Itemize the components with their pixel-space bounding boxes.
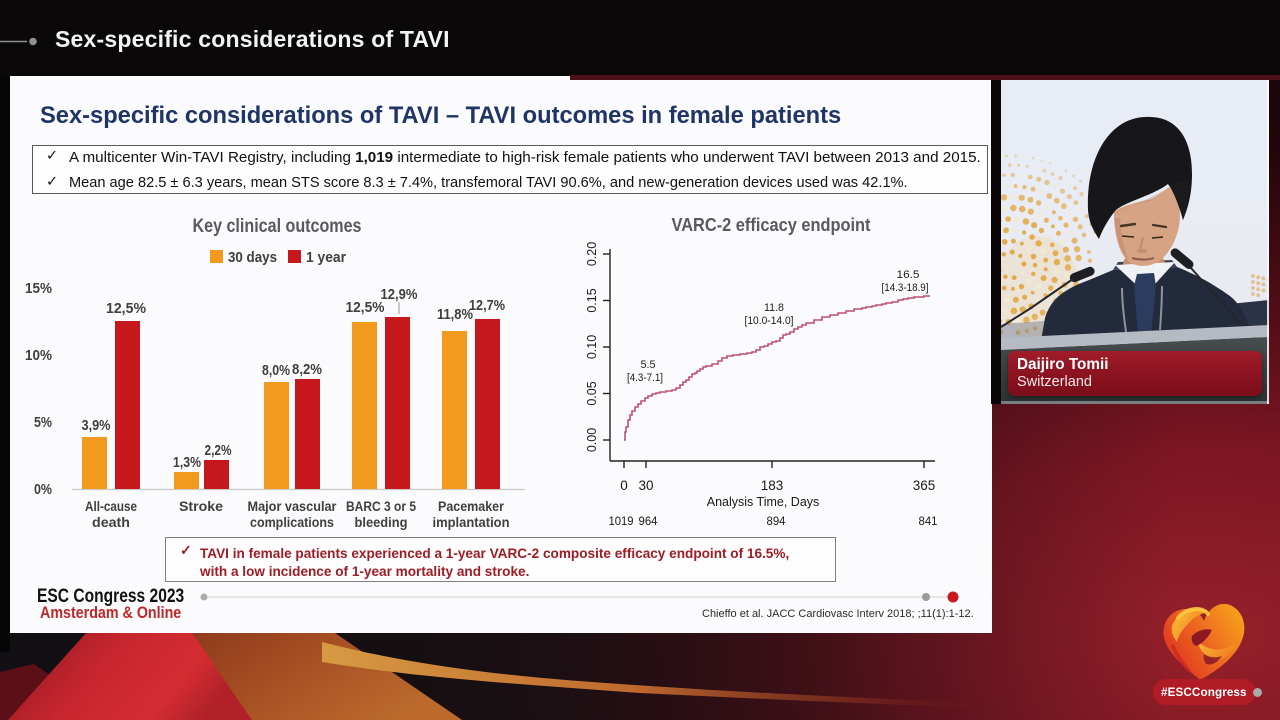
svg-text:841: 841: [919, 514, 938, 528]
svg-text:1019: 1019: [609, 514, 634, 528]
svg-text:[14.3-18.9]: [14.3-18.9]: [882, 282, 929, 294]
svg-text:5.5: 5.5: [641, 359, 656, 371]
svg-text:12,5%: 12,5%: [106, 300, 146, 317]
svg-text:3,9%: 3,9%: [82, 417, 111, 434]
svg-text:BARC 3 or 5: BARC 3 or 5: [346, 499, 416, 514]
svg-text:15%: 15%: [25, 280, 52, 297]
svg-text:2,2%: 2,2%: [205, 442, 232, 459]
svg-text:30 days: 30 days: [228, 250, 277, 266]
svg-text:964: 964: [639, 514, 658, 528]
svg-text:8,2%: 8,2%: [292, 361, 322, 378]
svg-text:VARC-2 efficacy endpoint: VARC-2 efficacy endpoint: [672, 214, 871, 235]
svg-text:1,3%: 1,3%: [173, 454, 201, 471]
svg-text:5%: 5%: [34, 414, 52, 431]
svg-text:183: 183: [761, 478, 784, 493]
svg-text:365: 365: [913, 478, 936, 493]
svg-text:11,8%: 11,8%: [437, 306, 473, 323]
svg-text:30: 30: [638, 478, 653, 493]
svg-text:1 year: 1 year: [306, 250, 346, 266]
svg-text:death: death: [92, 515, 130, 530]
svg-text:0.05: 0.05: [585, 381, 599, 405]
svg-text:[10.0-14.0]: [10.0-14.0]: [745, 315, 794, 327]
svg-text:complications: complications: [250, 515, 334, 530]
svg-text:implantation: implantation: [433, 515, 510, 530]
svg-text:Key clinical outcomes: Key clinical outcomes: [193, 216, 362, 237]
svg-text:Pacemaker: Pacemaker: [438, 499, 505, 514]
svg-text:16.5: 16.5: [897, 269, 920, 281]
svg-text:12,7%: 12,7%: [469, 297, 505, 314]
svg-text:0.00: 0.00: [585, 428, 599, 452]
svg-text:10%: 10%: [25, 347, 52, 364]
svg-text:0: 0: [620, 478, 628, 493]
svg-text:12,9%: 12,9%: [381, 286, 418, 303]
svg-text:0.15: 0.15: [585, 288, 599, 312]
svg-text:894: 894: [767, 514, 786, 528]
svg-text:Major vascular: Major vascular: [248, 499, 338, 514]
svg-text:0%: 0%: [34, 481, 52, 498]
svg-text:Analysis Time, Days: Analysis Time, Days: [707, 495, 820, 509]
svg-text:[4.3-7.1]: [4.3-7.1]: [627, 372, 663, 384]
svg-text:Stroke: Stroke: [179, 499, 223, 514]
svg-text:bleeding: bleeding: [355, 515, 408, 530]
svg-text:11.8: 11.8: [764, 302, 784, 314]
svg-text:8,0%: 8,0%: [262, 362, 290, 379]
svg-text:12,5%: 12,5%: [346, 299, 385, 316]
svg-text:0.10: 0.10: [585, 335, 599, 359]
svg-text:0.20: 0.20: [585, 242, 599, 266]
svg-text:All-cause: All-cause: [85, 499, 137, 514]
